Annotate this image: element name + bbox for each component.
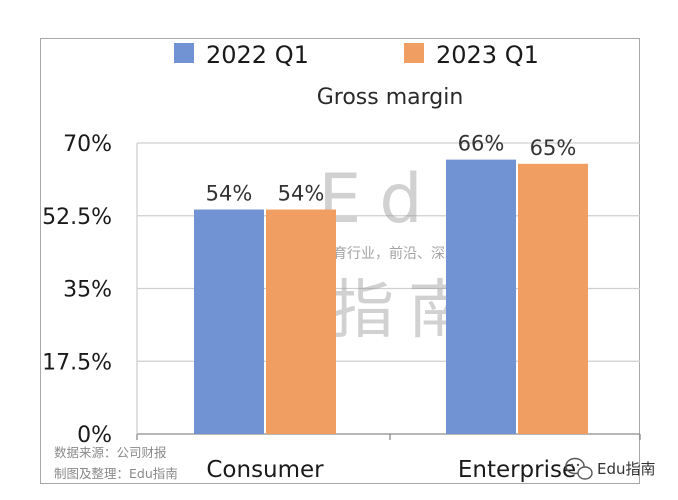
chart-frame — [40, 38, 640, 484]
chart-title: Gross margin — [317, 85, 464, 110]
y-tick-label: 35% — [63, 278, 112, 303]
brand-badge-text: Edu指南 — [597, 460, 656, 478]
source-line-2: 制图及整理：Edu指南 — [54, 466, 178, 481]
bar-consumer-2022-q1 — [194, 209, 264, 434]
source-line-1: 数据来源：公司财报 — [54, 445, 167, 460]
data-label: 66% — [458, 132, 505, 156]
y-axis-ticks: 0% 17.5% 35% 52.5% 70% — [42, 132, 112, 448]
y-tick-label: 52.5% — [42, 205, 112, 230]
category-label-consumer: Consumer — [206, 457, 324, 483]
y-tick-label: 70% — [63, 132, 112, 157]
legend-swatch-2022-q1 — [174, 43, 194, 63]
legend-label-2022-q1: 2022 Q1 — [206, 41, 309, 69]
x-axis-categories: Consumer Enterprise — [206, 457, 576, 483]
brand-badge: Edu指南 — [565, 457, 656, 480]
y-tick-label: 0% — [77, 423, 112, 448]
data-labels: 54% 54% 66% 65% — [206, 132, 577, 206]
data-label: 65% — [530, 136, 577, 160]
data-label: 54% — [206, 182, 253, 206]
legend-swatch-2023-q1 — [404, 43, 424, 63]
bar-enterprise-2022-q1 — [446, 159, 516, 434]
data-label: 54% — [278, 182, 325, 206]
legend-label-2023-q1: 2023 Q1 — [436, 41, 539, 69]
bars — [194, 159, 588, 435]
wechat-icon — [565, 457, 593, 480]
bar-consumer-2023-q1 — [266, 209, 336, 434]
legend: 2022 Q1 2023 Q1 — [174, 41, 539, 69]
y-tick-label: 17.5% — [42, 350, 112, 375]
bar-enterprise-2023-q1 — [518, 163, 588, 435]
category-label-enterprise: Enterprise — [458, 457, 576, 483]
